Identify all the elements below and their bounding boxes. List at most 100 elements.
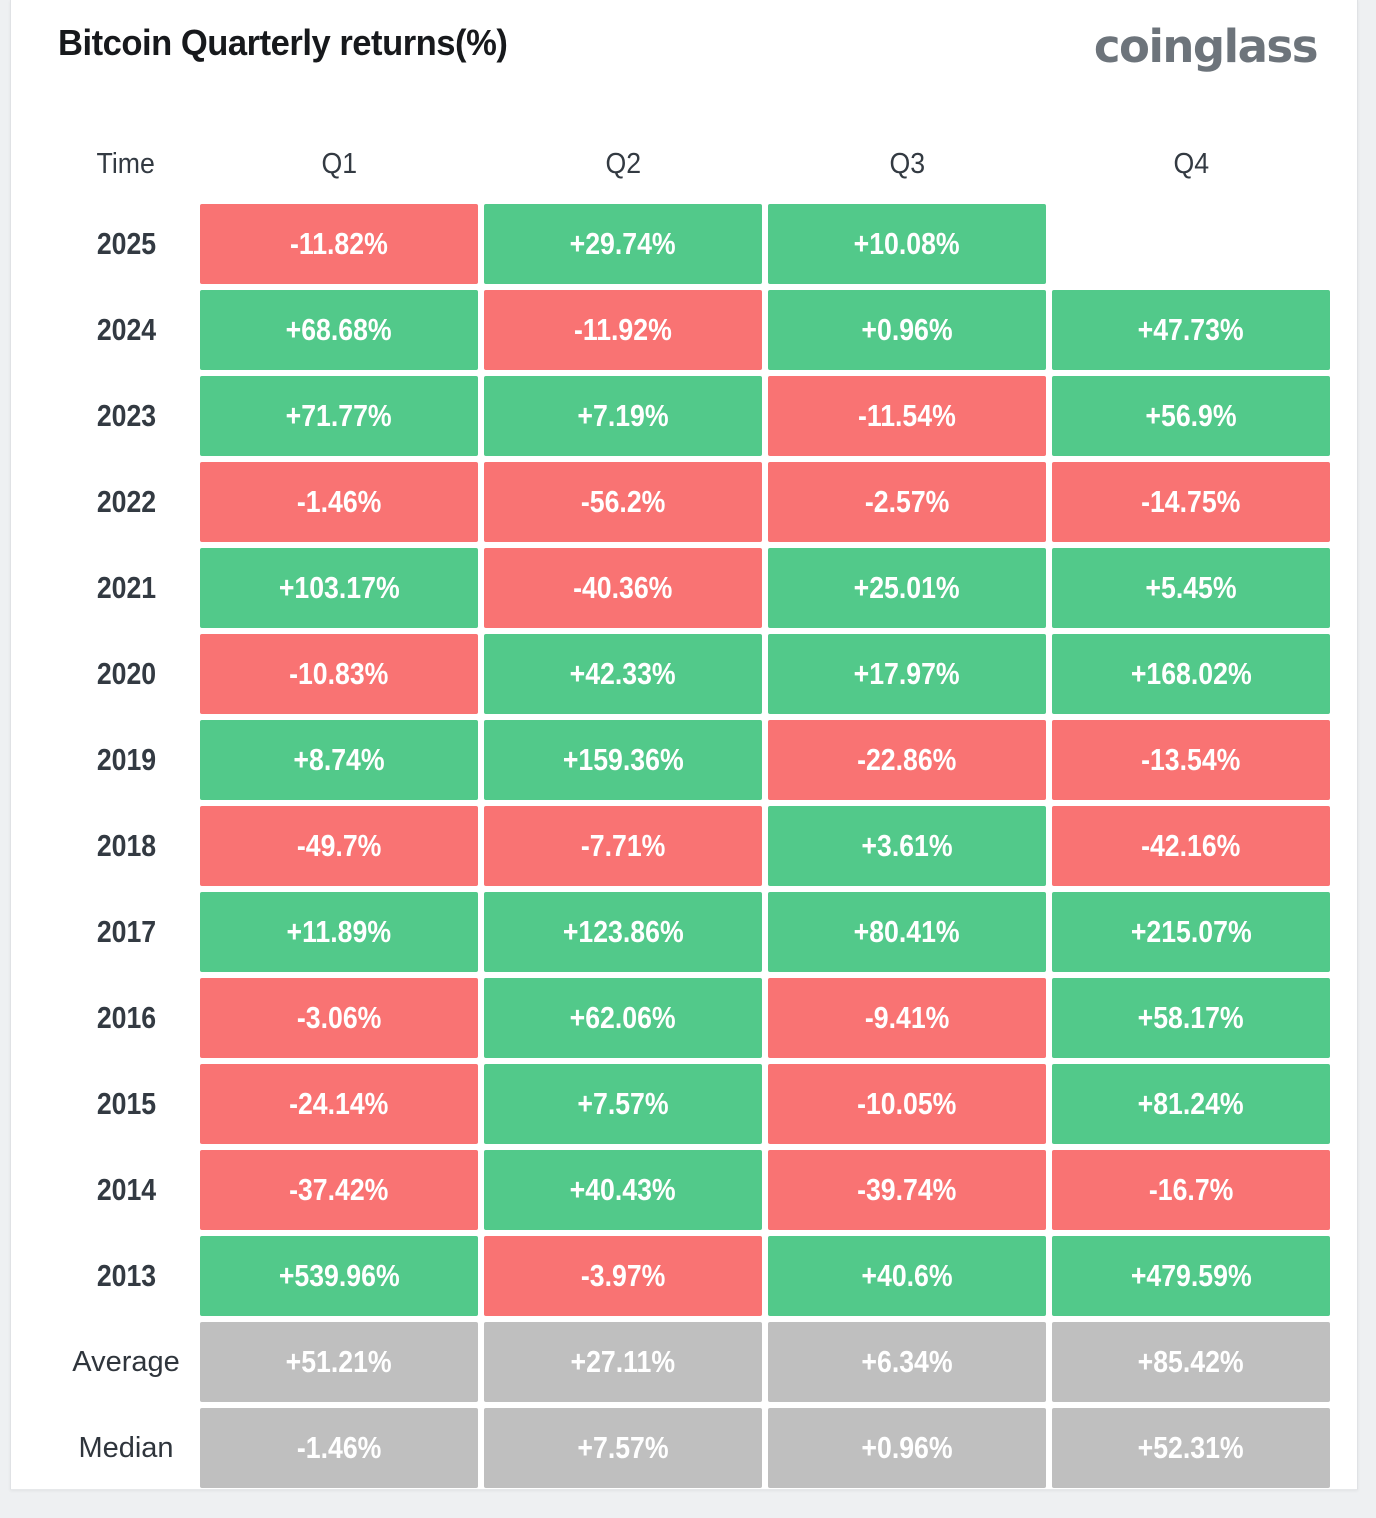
cell-2015-q3: -10.05%	[768, 1064, 1046, 1144]
cell-2013-q4: +479.59%	[1052, 1236, 1330, 1316]
cell-value: +47.73%	[1138, 312, 1244, 347]
cell-2017-q2: +123.86%	[484, 892, 762, 972]
row-label-text: 2024	[96, 312, 156, 347]
coinglass-logo: coinglass	[1093, 20, 1319, 73]
cell-value: +3.61%	[861, 828, 953, 863]
row-label-2024: 2024	[58, 290, 194, 370]
cell-value: +10.08%	[854, 226, 960, 261]
cell-value: -13.54%	[1141, 742, 1241, 777]
cell-median-q3: +0.96%	[768, 1408, 1046, 1488]
cell-value: -14.75%	[1141, 484, 1241, 519]
cell-2025-q1: -11.82%	[200, 204, 478, 284]
cell-value: +71.77%	[286, 398, 392, 433]
cell-2014-q2: +40.43%	[484, 1150, 762, 1230]
cell-value: +479.59%	[1130, 1258, 1252, 1293]
cell-value: +52.31%	[1138, 1430, 1244, 1465]
cell-value: -22.86%	[857, 742, 957, 777]
column-header-q3-label: Q3	[889, 147, 925, 180]
row-label-2014: 2014	[58, 1150, 194, 1230]
page-title: Bitcoin Quarterly returns(%)	[58, 22, 508, 63]
cell-2015-q2: +7.57%	[484, 1064, 762, 1144]
card-header: Bitcoin Quarterly returns(%) coinglass	[11, 0, 1357, 69]
cell-value: +27.11%	[570, 1344, 676, 1379]
cell-2023-q1: +71.77%	[200, 376, 478, 456]
cell-2018-q1: -49.7%	[200, 806, 478, 886]
cell-2022-q1: -1.46%	[200, 462, 478, 542]
cell-value: -42.16%	[1141, 828, 1241, 863]
row-label-text: Median	[78, 1431, 174, 1464]
cell-value: -10.83%	[289, 656, 389, 691]
column-header-q3: Q3	[768, 130, 1046, 198]
cell-average-q1: +51.21%	[200, 1322, 478, 1402]
row-label-text: 2015	[96, 1086, 156, 1121]
column-header-q1: Q1	[200, 130, 478, 198]
row-label-2016: 2016	[58, 978, 194, 1058]
cell-2018-q4: -42.16%	[1052, 806, 1330, 886]
cell-2023-q2: +7.19%	[484, 376, 762, 456]
cell-median-q1: -1.46%	[200, 1408, 478, 1488]
cell-value: +51.21%	[286, 1344, 392, 1379]
cell-2018-q2: -7.71%	[484, 806, 762, 886]
cell-2013-q2: -3.97%	[484, 1236, 762, 1316]
column-header-time: Time	[58, 130, 194, 198]
cell-value: -56.2%	[580, 484, 666, 519]
cell-value: +123.86%	[562, 914, 684, 949]
cell-value: -39.74%	[857, 1172, 957, 1207]
cell-2015-q1: -24.14%	[200, 1064, 478, 1144]
cell-2017-q3: +80.41%	[768, 892, 1046, 972]
cell-2019-q4: -13.54%	[1052, 720, 1330, 800]
cell-value: +17.97%	[854, 656, 960, 691]
row-label-2021: 2021	[58, 548, 194, 628]
cell-value: -1.46%	[296, 1430, 382, 1465]
cell-2014-q1: -37.42%	[200, 1150, 478, 1230]
cell-median-q4: +52.31%	[1052, 1408, 1330, 1488]
cell-2024-q2: -11.92%	[484, 290, 762, 370]
cell-2021-q1: +103.17%	[200, 548, 478, 628]
row-label-text: 2023	[96, 398, 156, 433]
cell-2021-q2: -40.36%	[484, 548, 762, 628]
row-label-median: Median	[58, 1408, 194, 1488]
cell-2025-q4	[1052, 204, 1330, 284]
cell-value: +215.07%	[1130, 914, 1252, 949]
cell-value: +81.24%	[1138, 1086, 1244, 1121]
cell-2020-q3: +17.97%	[768, 634, 1046, 714]
column-header-q2-label: Q2	[605, 147, 641, 180]
row-label-text: 2016	[96, 1000, 156, 1035]
cell-2017-q1: +11.89%	[200, 892, 478, 972]
cell-2019-q1: +8.74%	[200, 720, 478, 800]
row-label-text: 2013	[96, 1258, 156, 1293]
row-label-2023: 2023	[58, 376, 194, 456]
cell-2013-q3: +40.6%	[768, 1236, 1046, 1316]
cell-value: -49.7%	[296, 828, 382, 863]
row-label-average: Average	[58, 1322, 194, 1402]
cell-2020-q1: -10.83%	[200, 634, 478, 714]
cell-2020-q4: +168.02%	[1052, 634, 1330, 714]
cell-average-q2: +27.11%	[484, 1322, 762, 1402]
row-label-2020: 2020	[58, 634, 194, 714]
cell-2022-q2: -56.2%	[484, 462, 762, 542]
cell-value: +40.6%	[861, 1258, 953, 1293]
cell-value: +80.41%	[854, 914, 960, 949]
cell-value: +7.57%	[577, 1430, 669, 1465]
cell-value: -11.54%	[858, 398, 956, 433]
cell-value: +539.96%	[278, 1258, 400, 1293]
row-label-text: 2019	[96, 742, 156, 777]
cell-value: +0.96%	[861, 1430, 953, 1465]
cell-value: -11.82%	[290, 226, 388, 261]
cell-value: +6.34%	[861, 1344, 953, 1379]
cell-value: -40.36%	[573, 570, 673, 605]
cell-2015-q4: +81.24%	[1052, 1064, 1330, 1144]
cell-value: +168.02%	[1130, 656, 1252, 691]
cell-2025-q2: +29.74%	[484, 204, 762, 284]
cell-value: +68.68%	[286, 312, 392, 347]
cell-2016-q3: -9.41%	[768, 978, 1046, 1058]
cell-value: +56.9%	[1145, 398, 1237, 433]
column-header-q1-label: Q1	[321, 147, 357, 180]
row-label-text: 2021	[96, 570, 156, 605]
cell-value: -10.05%	[857, 1086, 957, 1121]
cell-2018-q3: +3.61%	[768, 806, 1046, 886]
cell-value: +42.33%	[570, 656, 676, 691]
cell-2020-q2: +42.33%	[484, 634, 762, 714]
cell-value: +25.01%	[854, 570, 960, 605]
cell-2022-q4: -14.75%	[1052, 462, 1330, 542]
